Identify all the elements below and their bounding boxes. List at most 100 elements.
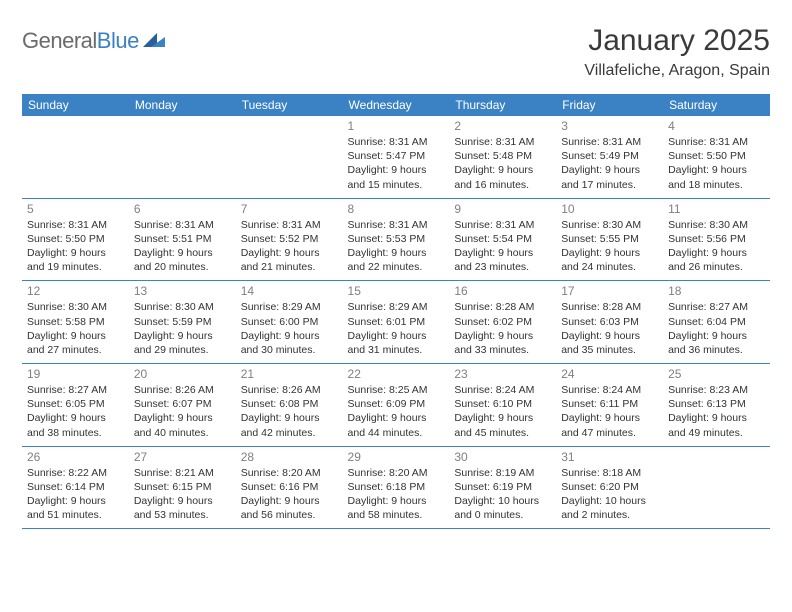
calendar-head: SundayMondayTuesdayWednesdayThursdayFrid… (22, 94, 770, 116)
day-number: 9 (454, 202, 551, 216)
logo-triangle-icon (143, 31, 165, 52)
calendar-day-cell: 1 Sunrise: 8:31 AMSunset: 5:47 PMDaylight… (343, 116, 450, 198)
calendar-day-cell: 22 Sunrise: 8:25 AMSunset: 6:09 PMDayligh… (343, 364, 450, 447)
calendar-table: SundayMondayTuesdayWednesdayThursdayFrid… (22, 94, 770, 529)
calendar-week-row: 1 Sunrise: 8:31 AMSunset: 5:47 PMDaylight… (22, 116, 770, 198)
day-header: Saturday (663, 94, 770, 116)
day-number: 6 (134, 202, 231, 216)
day-number: 2 (454, 119, 551, 133)
calendar-day-cell: 5 Sunrise: 8:31 AMSunset: 5:50 PMDaylight… (22, 198, 129, 281)
calendar-day-cell (236, 116, 343, 198)
day-header: Friday (556, 94, 663, 116)
calendar-day-cell: 21 Sunrise: 8:26 AMSunset: 6:08 PMDayligh… (236, 364, 343, 447)
calendar-day-cell: 12 Sunrise: 8:30 AMSunset: 5:58 PMDayligh… (22, 281, 129, 364)
day-info: Sunrise: 8:31 AMSunset: 5:49 PMDaylight:… (561, 135, 658, 192)
day-number: 29 (348, 450, 445, 464)
day-info: Sunrise: 8:24 AMSunset: 6:10 PMDaylight:… (454, 383, 551, 440)
day-number: 14 (241, 284, 338, 298)
day-number: 5 (27, 202, 124, 216)
day-number: 18 (668, 284, 765, 298)
day-header: Monday (129, 94, 236, 116)
day-info: Sunrise: 8:31 AMSunset: 5:54 PMDaylight:… (454, 218, 551, 275)
day-number: 3 (561, 119, 658, 133)
calendar-day-cell: 8Sunrise: 8:31 AMSunset: 5:53 PMDaylight… (343, 198, 450, 281)
calendar-page: GeneralBlue January 2025 Villafeliche, A… (0, 0, 792, 553)
calendar-day-cell: 16 Sunrise: 8:28 AMSunset: 6:02 PMDayligh… (449, 281, 556, 364)
day-info: Sunrise: 8:30 AMSunset: 5:58 PMDaylight:… (27, 300, 124, 357)
day-info: Sunrise: 8:30 AMSunset: 5:55 PMDaylight:… (561, 218, 658, 275)
day-header: Tuesday (236, 94, 343, 116)
day-info: Sunrise: 8:27 AMSunset: 6:04 PMDaylight:… (668, 300, 765, 357)
calendar-day-cell: 6 Sunrise: 8:31 AMSunset: 5:51 PMDaylight… (129, 198, 236, 281)
header: GeneralBlue January 2025 Villafeliche, A… (22, 24, 770, 80)
day-info: Sunrise: 8:31 AMSunset: 5:53 PMDaylight:… (348, 218, 445, 275)
calendar-day-cell (663, 446, 770, 529)
calendar-week-row: 12 Sunrise: 8:30 AMSunset: 5:58 PMDayligh… (22, 281, 770, 364)
day-info: Sunrise: 8:24 AMSunset: 6:11 PMDaylight:… (561, 383, 658, 440)
day-info: Sunrise: 8:21 AMSunset: 6:15 PMDaylight:… (134, 466, 231, 523)
day-info: Sunrise: 8:31 AMSunset: 5:50 PMDaylight:… (27, 218, 124, 275)
day-number: 12 (27, 284, 124, 298)
day-header: Wednesday (343, 94, 450, 116)
day-info: Sunrise: 8:25 AMSunset: 6:09 PMDaylight:… (348, 383, 445, 440)
calendar-day-cell: 10 Sunrise: 8:30 AMSunset: 5:55 PMDayligh… (556, 198, 663, 281)
day-number: 1 (348, 119, 445, 133)
calendar-day-cell: 4 Sunrise: 8:31 AMSunset: 5:50 PMDaylight… (663, 116, 770, 198)
calendar-day-cell: 29 Sunrise: 8:20 AMSunset: 6:18 PMDayligh… (343, 446, 450, 529)
day-info: Sunrise: 8:20 AMSunset: 6:16 PMDaylight:… (241, 466, 338, 523)
day-number: 27 (134, 450, 231, 464)
day-number: 28 (241, 450, 338, 464)
day-number: 16 (454, 284, 551, 298)
calendar-day-cell: 27 Sunrise: 8:21 AMSunset: 6:15 PMDayligh… (129, 446, 236, 529)
day-info: Sunrise: 8:26 AMSunset: 6:08 PMDaylight:… (241, 383, 338, 440)
day-number: 21 (241, 367, 338, 381)
calendar-day-cell (129, 116, 236, 198)
day-number: 11 (668, 202, 765, 216)
day-number: 17 (561, 284, 658, 298)
location-text: Villafeliche, Aragon, Spain (584, 62, 770, 80)
day-info: Sunrise: 8:31 AMSunset: 5:51 PMDaylight:… (134, 218, 231, 275)
day-info: Sunrise: 8:29 AMSunset: 6:01 PMDaylight:… (348, 300, 445, 357)
day-info: Sunrise: 8:28 AMSunset: 6:02 PMDaylight:… (454, 300, 551, 357)
day-info: Sunrise: 8:23 AMSunset: 6:13 PMDaylight:… (668, 383, 765, 440)
day-info: Sunrise: 8:28 AMSunset: 6:03 PMDaylight:… (561, 300, 658, 357)
calendar-day-cell: 25 Sunrise: 8:23 AMSunset: 6:13 PMDayligh… (663, 364, 770, 447)
day-number: 25 (668, 367, 765, 381)
title-block: January 2025 Villafeliche, Aragon, Spain (584, 24, 770, 80)
calendar-day-cell: 2Sunrise: 8:31 AMSunset: 5:48 PMDaylight… (449, 116, 556, 198)
calendar-day-cell: 26Sunrise: 8:22 AMSunset: 6:14 PMDayligh… (22, 446, 129, 529)
day-info: Sunrise: 8:26 AMSunset: 6:07 PMDaylight:… (134, 383, 231, 440)
calendar-week-row: 19 Sunrise: 8:27 AMSunset: 6:05 PMDayligh… (22, 364, 770, 447)
calendar-day-cell: 19 Sunrise: 8:27 AMSunset: 6:05 PMDayligh… (22, 364, 129, 447)
day-header: Thursday (449, 94, 556, 116)
day-info: Sunrise: 8:27 AMSunset: 6:05 PMDaylight:… (27, 383, 124, 440)
day-info: Sunrise: 8:31 AMSunset: 5:50 PMDaylight:… (668, 135, 765, 192)
day-info: Sunrise: 8:31 AMSunset: 5:47 PMDaylight:… (348, 135, 445, 192)
calendar-day-cell: 18 Sunrise: 8:27 AMSunset: 6:04 PMDayligh… (663, 281, 770, 364)
day-number: 20 (134, 367, 231, 381)
calendar-day-cell: 31Sunrise: 8:18 AMSunset: 6:20 PMDayligh… (556, 446, 663, 529)
calendar-day-cell (22, 116, 129, 198)
calendar-week-row: 5 Sunrise: 8:31 AMSunset: 5:50 PMDaylight… (22, 198, 770, 281)
calendar-day-cell: 14 Sunrise: 8:29 AMSunset: 6:00 PMDayligh… (236, 281, 343, 364)
day-number: 19 (27, 367, 124, 381)
day-number: 23 (454, 367, 551, 381)
calendar-day-cell: 15 Sunrise: 8:29 AMSunset: 6:01 PMDayligh… (343, 281, 450, 364)
day-info: Sunrise: 8:20 AMSunset: 6:18 PMDaylight:… (348, 466, 445, 523)
day-number: 22 (348, 367, 445, 381)
day-info: Sunrise: 8:19 AMSunset: 6:19 PMDaylight:… (454, 466, 551, 523)
calendar-day-cell: 9 Sunrise: 8:31 AMSunset: 5:54 PMDaylight… (449, 198, 556, 281)
calendar-body: 1 Sunrise: 8:31 AMSunset: 5:47 PMDaylight… (22, 116, 770, 529)
calendar-day-cell: 17 Sunrise: 8:28 AMSunset: 6:03 PMDayligh… (556, 281, 663, 364)
logo-general-text: General (22, 28, 97, 53)
day-number: 10 (561, 202, 658, 216)
calendar-week-row: 26Sunrise: 8:22 AMSunset: 6:14 PMDayligh… (22, 446, 770, 529)
calendar-day-cell: 24Sunrise: 8:24 AMSunset: 6:11 PMDayligh… (556, 364, 663, 447)
calendar-day-cell: 23 Sunrise: 8:24 AMSunset: 6:10 PMDayligh… (449, 364, 556, 447)
day-number: 4 (668, 119, 765, 133)
day-info: Sunrise: 8:29 AMSunset: 6:00 PMDaylight:… (241, 300, 338, 357)
day-info: Sunrise: 8:31 AMSunset: 5:52 PMDaylight:… (241, 218, 338, 275)
calendar-day-cell: 13Sunrise: 8:30 AMSunset: 5:59 PMDayligh… (129, 281, 236, 364)
day-number: 15 (348, 284, 445, 298)
day-info: Sunrise: 8:30 AMSunset: 5:59 PMDaylight:… (134, 300, 231, 357)
